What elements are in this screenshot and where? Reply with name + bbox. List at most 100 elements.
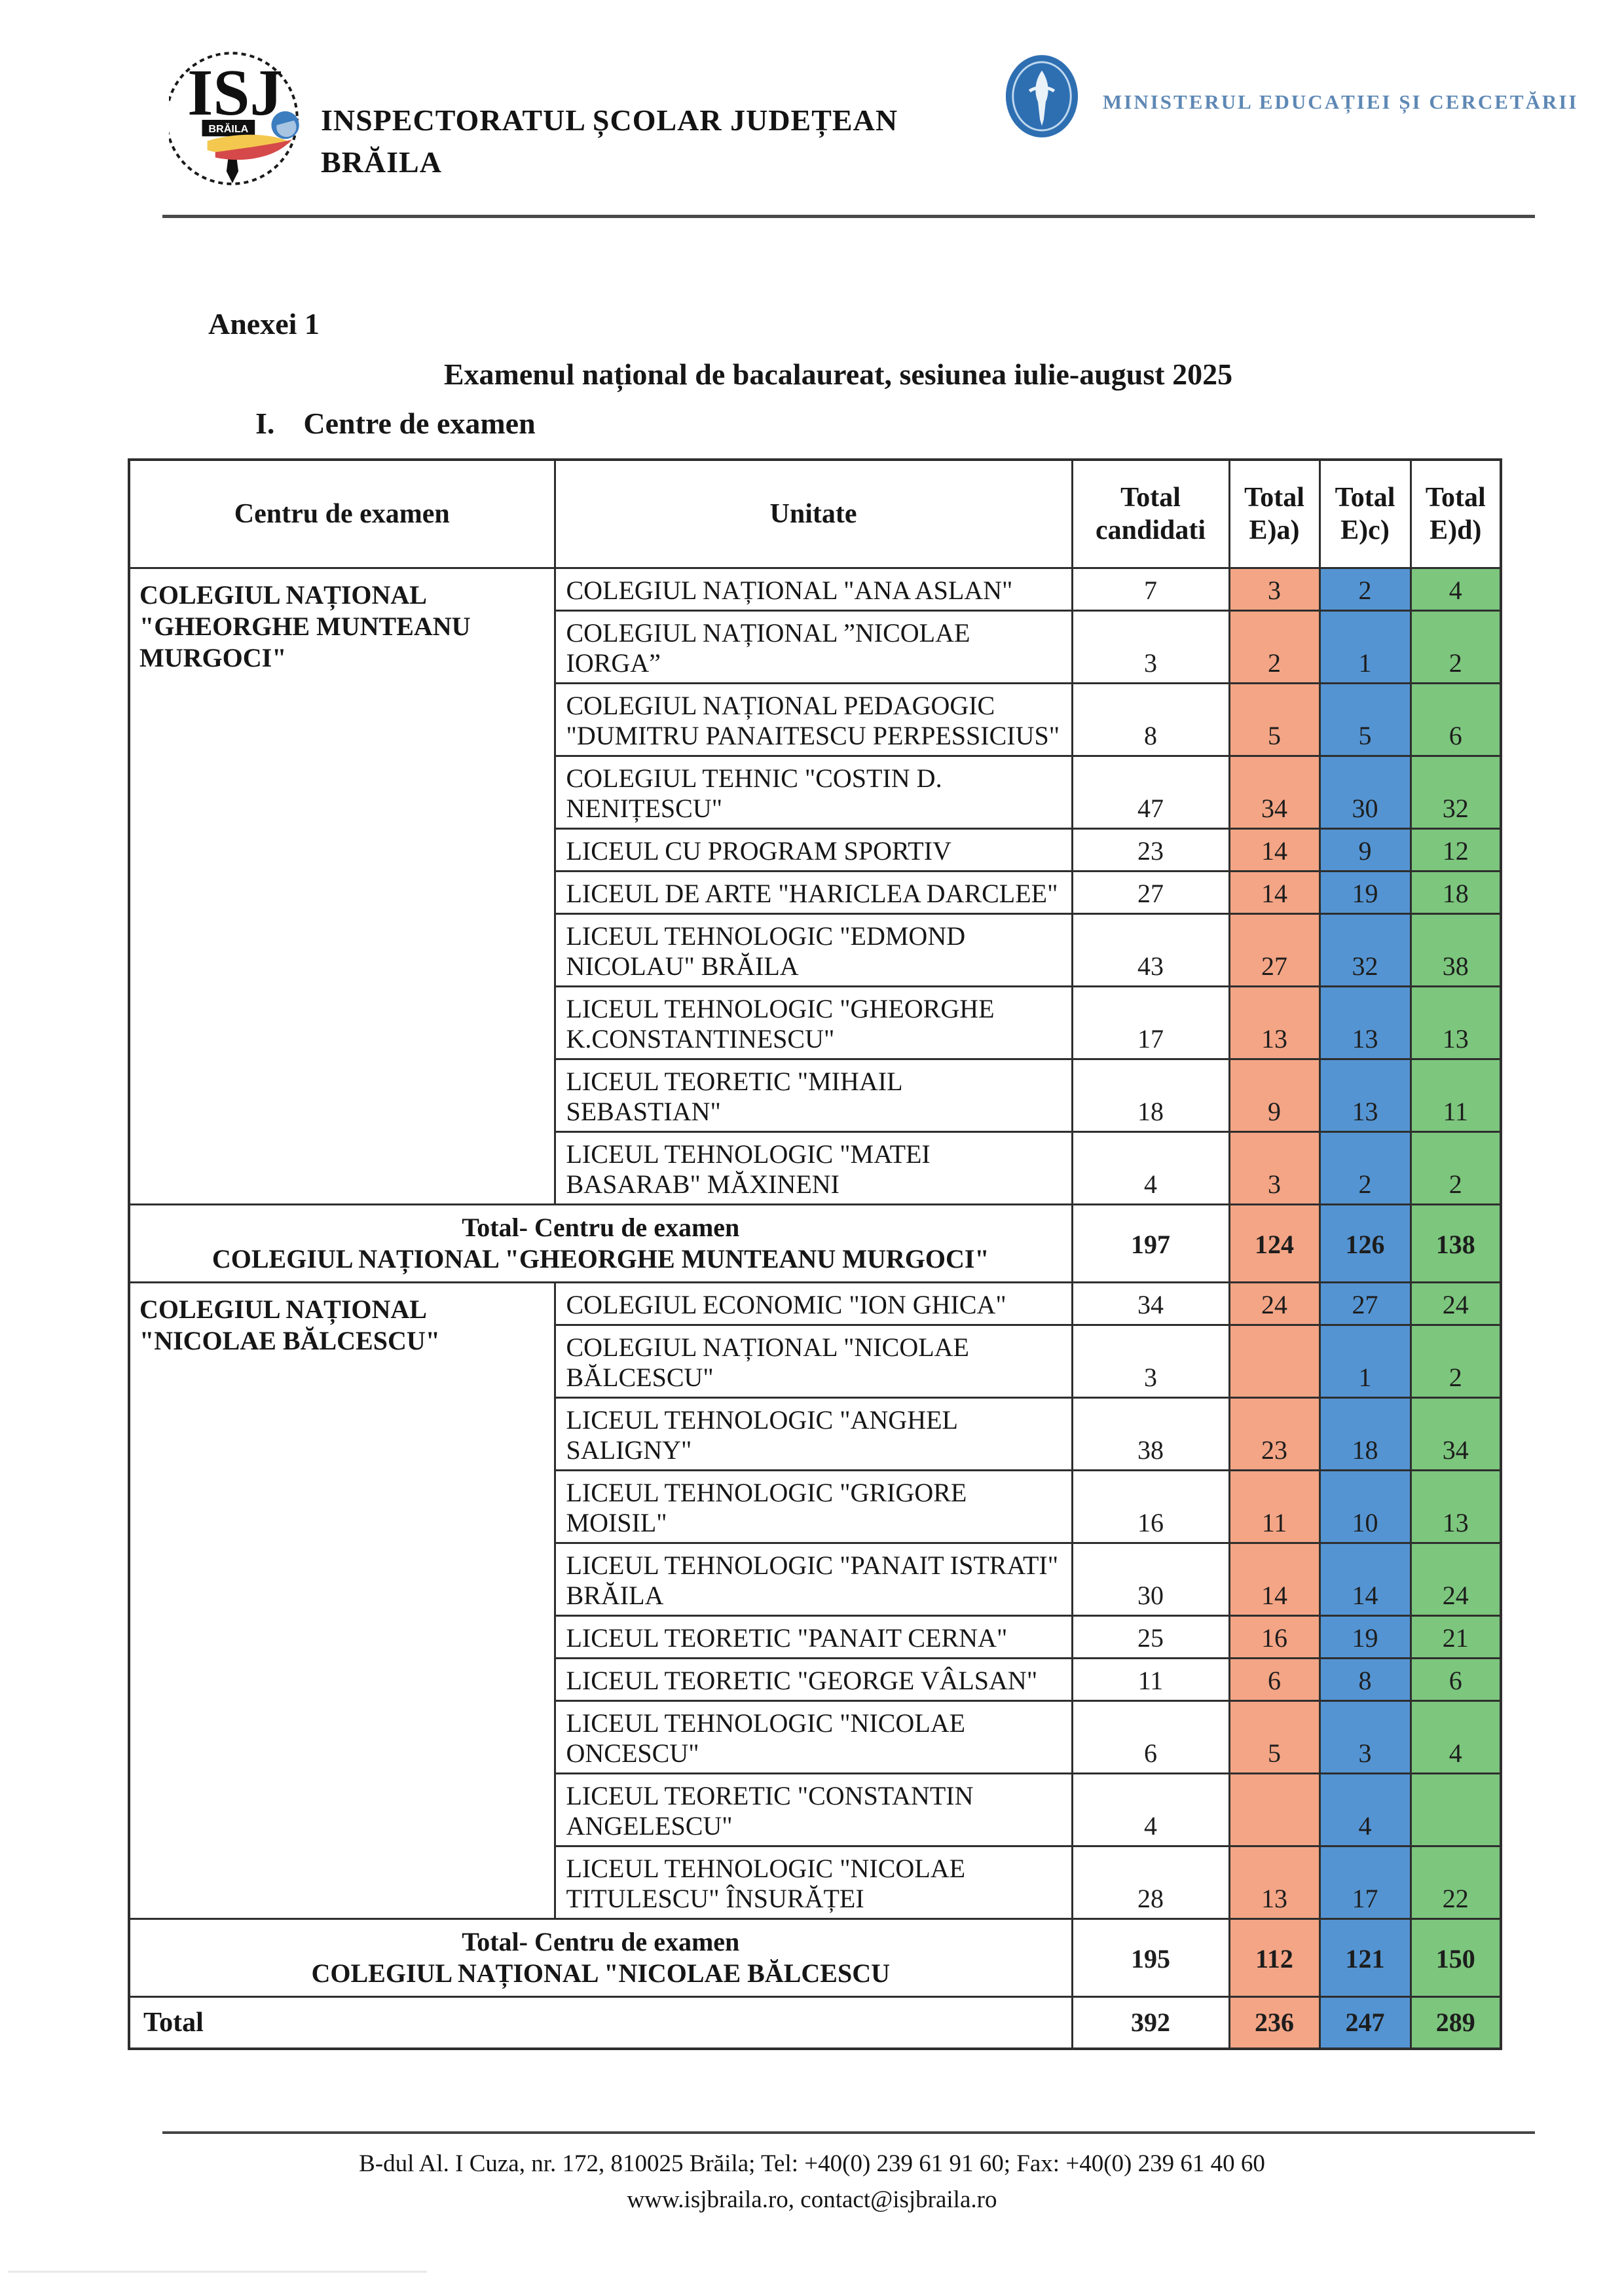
total-ec-cell: 13 — [1318, 1058, 1412, 1133]
exam-centers-table: Centru de examen Unitate Total candidati… — [128, 458, 1502, 2050]
total-ec-cell: 13 — [1318, 985, 1412, 1060]
ministry-block: MINISTERUL EDUCAȚIEI ȘI CERCETĂRII — [1003, 52, 1578, 140]
total-ea-cell: 6 — [1228, 1657, 1321, 1702]
center-name-cell: COLEGIUL NAȚIONAL "GHEORGHE MUNTEANU MUR… — [128, 567, 556, 1205]
unit-name-cell: COLEGIUL ECONOMIC "ION GHICA" — [553, 1281, 1073, 1326]
col-header-unit: Unitate — [553, 458, 1073, 569]
center-total-candidates-cell: 195 — [1071, 1918, 1230, 1998]
section-number: I. — [255, 407, 275, 440]
total-candidates-cell: 34 — [1071, 1281, 1230, 1326]
center-total-label-line2: COLEGIUL NAȚIONAL "GHEORGHE MUNTEANU MUR… — [212, 1244, 989, 1274]
total-ea-cell: 5 — [1228, 682, 1321, 757]
center-total-ea-cell: 124 — [1228, 1203, 1321, 1283]
grand-total-ec-cell: 247 — [1318, 1996, 1412, 2050]
unit-row: LICEUL TEHNOLOGIC "GRIGORE MOISIL" 16 11 10… — [129, 1469, 1502, 1544]
grand-total-row: Total 392 236 247 289 — [128, 1996, 1502, 2050]
center-total-label-line2: COLEGIUL NAȚIONAL "NICOLAE BĂLCESCU — [311, 1958, 890, 1988]
total-candidates-cell: 4 — [1071, 1772, 1230, 1847]
total-ea-cell: 34 — [1228, 755, 1321, 830]
unit-name-cell: COLEGIUL NAȚIONAL PEDAGOGIC "DUMITRU PAN… — [553, 682, 1073, 757]
total-ea-cell: 23 — [1228, 1397, 1321, 1471]
total-candidates-cell: 17 — [1071, 985, 1230, 1060]
total-candidates-cell: 18 — [1071, 1058, 1230, 1133]
unit-row: LICEUL TEHNOLOGIC "NICOLAE TITULESCU" ÎN… — [129, 1845, 1502, 1920]
total-candidates-cell: 3 — [1071, 610, 1230, 684]
total-ec-cell: 4 — [1318, 1772, 1412, 1847]
total-ec-cell: 5 — [1318, 682, 1412, 757]
total-ed-cell: 13 — [1409, 985, 1502, 1060]
svg-text:ISJ: ISJ — [187, 56, 283, 129]
unit-row: LICEUL TEHNOLOGIC "GHEORGHE K.CONSTANTIN… — [129, 985, 1502, 1060]
total-ec-cell: 9 — [1318, 828, 1412, 872]
unit-row: LICEUL TEORETIC "MIHAIL SEBASTIAN" 18 9 13 1… — [129, 1058, 1502, 1133]
unit-name-cell: LICEUL TEORETIC "MIHAIL SEBASTIAN" — [553, 1058, 1073, 1133]
total-ec-cell: 14 — [1318, 1542, 1412, 1617]
total-candidates-cell: 47 — [1071, 755, 1230, 830]
total-candidates-cell: 28 — [1071, 1845, 1230, 1920]
total-ec-cell: 19 — [1318, 1615, 1412, 1659]
unit-name-cell: LICEUL TEHNOLOGIC "NICOLAE TITULESCU" ÎN… — [553, 1845, 1073, 1920]
total-ea-cell: 3 — [1228, 567, 1321, 612]
total-candidates-cell: 11 — [1071, 1657, 1230, 1702]
center-total-ea-cell: 112 — [1228, 1918, 1321, 1998]
unit-row: LICEUL DE ARTE "HARICLEA DARCLEE" 27 14 19 1… — [129, 870, 1502, 915]
total-ea-cell: 9 — [1228, 1058, 1321, 1133]
total-candidates-cell: 7 — [1071, 567, 1230, 612]
unit-name-cell: LICEUL TEORETIC "CONSTANTIN ANGELESCU" — [553, 1772, 1073, 1847]
scan-artifact-line — [8, 2271, 427, 2273]
unit-row: LICEUL TEHNOLOGIC "ANGHEL SALIGNY" 38 23 18… — [129, 1397, 1502, 1471]
unit-name-cell: LICEUL TEHNOLOGIC "NICOLAE ONCESCU" — [553, 1700, 1073, 1774]
unit-name-cell: COLEGIUL NAȚIONAL ”NICOLAE IORGA” — [553, 610, 1073, 684]
total-ec-cell: 30 — [1318, 755, 1412, 830]
unit-row: LICEUL TEHNOLOGIC "MATEI BASARAB" MĂXINE… — [129, 1131, 1502, 1205]
unit-name-cell: LICEUL TEORETIC "GEORGE VÂLSAN" — [553, 1657, 1073, 1702]
section-heading: I. Centre de examen — [255, 406, 536, 441]
center-total-row: Total- Centru de examen COLEGIUL NAȚIONAL… — [128, 1203, 1502, 1283]
total-ec-cell: 2 — [1318, 567, 1412, 612]
unit-row: LICEUL TEORETIC "PANAIT CERNA" 25 16 19 21 — [129, 1615, 1502, 1659]
total-ea-cell: 13 — [1228, 985, 1321, 1060]
footer-divider — [162, 2131, 1535, 2134]
total-ec-cell: 1 — [1318, 1324, 1412, 1399]
total-ea-cell: 2 — [1228, 610, 1321, 684]
grand-total-candidates-cell: 392 — [1071, 1996, 1230, 2050]
total-ed-cell: 6 — [1409, 1657, 1502, 1702]
total-ea-cell: 27 — [1228, 913, 1321, 987]
organization-name-line2: BRĂILA — [321, 145, 442, 179]
unit-name-cell: LICEUL TEHNOLOGIC "ANGHEL SALIGNY" — [553, 1397, 1073, 1471]
total-ea-cell: 14 — [1228, 1542, 1321, 1617]
grand-total-ea-cell: 236 — [1228, 1996, 1321, 2050]
unit-row: LICEUL CU PROGRAM SPORTIV 23 14 9 12 — [129, 828, 1502, 872]
total-candidates-cell: 4 — [1071, 1131, 1230, 1205]
footer-contacts: www.isjbraila.ro, contact@isjbraila.ro — [627, 2186, 997, 2213]
total-candidates-cell: 43 — [1071, 913, 1230, 987]
total-ec-cell: 8 — [1318, 1657, 1412, 1702]
svg-text:BRĂILA: BRĂILA — [208, 122, 248, 135]
total-candidates-cell: 6 — [1071, 1700, 1230, 1774]
total-ed-cell: 6 — [1409, 682, 1502, 757]
unit-row: COLEGIUL NAȚIONAL "NICOLAE BĂLCESCU" 3 1 2 — [129, 1324, 1502, 1399]
total-ed-cell: 24 — [1409, 1542, 1502, 1617]
total-ed-cell: 18 — [1409, 870, 1502, 915]
total-candidates-cell: 16 — [1071, 1469, 1230, 1544]
total-ea-cell: 13 — [1228, 1845, 1321, 1920]
col-header-total-ed: Total E)d) — [1409, 458, 1502, 569]
total-ea-cell: 11 — [1228, 1469, 1321, 1544]
total-ea-cell: 16 — [1228, 1615, 1321, 1659]
total-ed-cell: 2 — [1409, 1324, 1502, 1399]
total-ed-cell: 4 — [1409, 1700, 1502, 1774]
center-total-label-line1: Total- Centru de examen — [462, 1213, 740, 1242]
unit-name-cell: LICEUL TEHNOLOGIC "GHEORGHE K.CONSTANTIN… — [553, 985, 1073, 1060]
total-ea-cell: 24 — [1228, 1281, 1321, 1326]
ministry-logo — [1005, 55, 1079, 138]
total-candidates-cell: 25 — [1071, 1615, 1230, 1659]
unit-name-cell: COLEGIUL NAȚIONAL "NICOLAE BĂLCESCU" — [553, 1324, 1073, 1399]
unit-name-cell: LICEUL TEHNOLOGIC "EDMOND NICOLAU" BRĂIL… — [553, 913, 1073, 987]
organization-name: INSPECTORATUL ȘCOLAR JUDEȚEAN BRĂILA — [321, 100, 898, 183]
unit-name-cell: COLEGIUL TEHNIC "COSTIN D. NENIȚESCU" — [553, 755, 1073, 830]
ministry-name: MINISTERUL EDUCAȚIEI ȘI CERCETĂRII — [1103, 90, 1579, 113]
exam-table-body: COLEGIUL NAȚIONAL "GHEORGHE MUNTEANU MUR… — [128, 567, 1502, 2050]
unit-row: LICEUL TEHNOLOGIC "EDMOND NICOLAU" BRĂIL… — [129, 913, 1502, 987]
total-ec-cell: 2 — [1318, 1131, 1412, 1205]
grand-total-label: Total — [128, 1996, 1073, 2050]
